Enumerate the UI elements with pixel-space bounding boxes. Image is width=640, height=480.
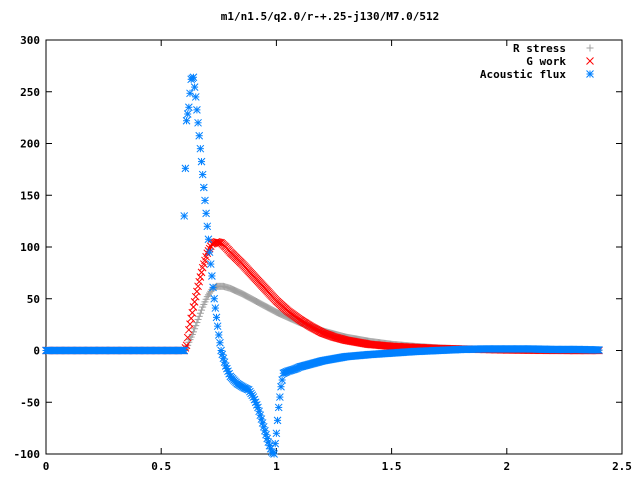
data-point xyxy=(199,183,208,192)
legend-marker xyxy=(586,57,594,65)
y-tick-label: 200 xyxy=(20,138,40,151)
series-r-stress xyxy=(42,282,603,354)
data-point xyxy=(274,403,283,412)
data-point xyxy=(271,439,280,448)
data-point xyxy=(198,170,207,179)
data-point xyxy=(194,118,202,127)
data-point xyxy=(216,338,224,347)
x-tick-label: 1.5 xyxy=(382,460,402,473)
data-point xyxy=(203,222,212,231)
data-point xyxy=(204,291,212,299)
data-point xyxy=(211,304,220,312)
x-tick-label: 1 xyxy=(273,460,280,473)
data-point xyxy=(183,110,192,118)
y-tick-label: 100 xyxy=(20,241,40,254)
axis-ticks: 0 0.5 1 1.5 2 2.5 300 250 200 150 100 50 0 -50 -100 xyxy=(14,34,632,473)
data-point xyxy=(190,298,199,306)
y-tick-label: -100 xyxy=(14,448,41,461)
data-point xyxy=(208,272,216,280)
data-point xyxy=(195,277,204,286)
data-point xyxy=(201,196,209,205)
data-point xyxy=(197,157,206,166)
data-point xyxy=(205,248,214,257)
legend-marker xyxy=(586,44,594,52)
x-tick-label: 2.5 xyxy=(612,460,632,473)
legend-label: G work xyxy=(526,55,566,68)
data-point xyxy=(198,306,206,314)
data-point xyxy=(182,116,191,125)
data-point xyxy=(193,319,201,327)
data-point xyxy=(196,273,205,281)
data-point xyxy=(206,260,215,268)
legend-label: Acoustic flux xyxy=(480,68,566,81)
y-tick-label: 150 xyxy=(20,189,40,202)
data-point xyxy=(191,93,200,101)
series-acoustic-flux xyxy=(42,73,603,458)
legend-marker xyxy=(586,70,594,78)
series-g-work xyxy=(42,237,603,355)
y-tick-label: 0 xyxy=(33,345,40,358)
data-point xyxy=(195,131,204,140)
x-tick-label: 0.5 xyxy=(151,460,171,473)
x-tick-label: 0 xyxy=(43,460,50,473)
data-point xyxy=(277,382,285,391)
data-point xyxy=(190,83,199,91)
data-point xyxy=(195,312,203,320)
y-tick-label: 50 xyxy=(27,293,40,306)
data-marks xyxy=(42,73,603,458)
data-point xyxy=(203,293,211,301)
data-point xyxy=(202,209,210,218)
data-point xyxy=(205,244,214,253)
data-point xyxy=(183,333,192,342)
data-point xyxy=(191,292,200,301)
data-point xyxy=(181,164,190,173)
data-point xyxy=(186,89,194,98)
data-point xyxy=(197,268,206,277)
x-tick-label: 2 xyxy=(503,460,510,473)
y-tick-label: 250 xyxy=(20,86,40,99)
data-point xyxy=(214,331,223,339)
data-point xyxy=(194,282,202,291)
data-point xyxy=(193,106,201,114)
data-point xyxy=(273,416,282,425)
data-point xyxy=(216,238,224,247)
data-point xyxy=(212,313,221,322)
data-point xyxy=(194,315,202,323)
data-point xyxy=(193,287,201,296)
data-point xyxy=(180,346,189,355)
data-point xyxy=(196,144,205,153)
data-point xyxy=(595,346,603,354)
data-point xyxy=(204,235,213,244)
data-point xyxy=(189,303,198,311)
data-point xyxy=(189,73,198,82)
legend-label: R stress xyxy=(513,42,566,55)
data-point xyxy=(213,322,222,331)
data-point xyxy=(209,283,217,292)
data-point xyxy=(192,322,200,330)
data-point xyxy=(276,393,284,401)
y-tick-label: -50 xyxy=(20,396,40,409)
data-point xyxy=(184,103,193,112)
data-point xyxy=(210,294,219,303)
data-point xyxy=(191,325,199,333)
y-tick-label: 300 xyxy=(20,34,40,47)
plot-frame xyxy=(45,39,623,455)
data-point xyxy=(272,429,281,438)
data-point xyxy=(270,450,278,458)
data-point xyxy=(180,212,189,220)
chart-title: m1/n1.5/q2.0/r-+.25-j130/M7.0/512 xyxy=(221,10,440,23)
data-point xyxy=(278,376,287,384)
data-point xyxy=(196,309,204,317)
